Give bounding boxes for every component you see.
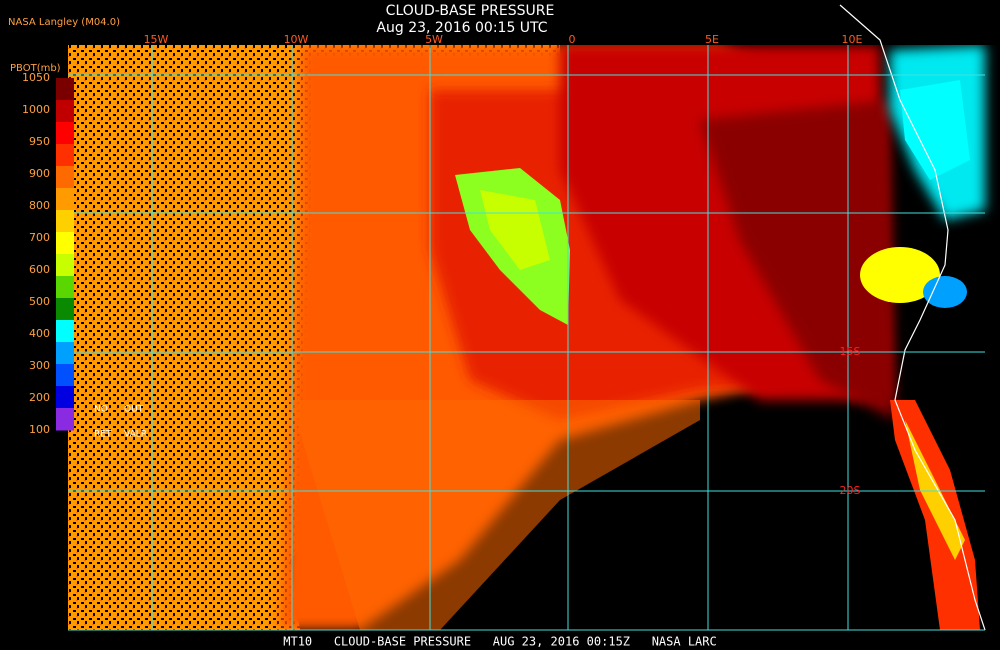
lon-label: 15W (144, 33, 169, 46)
colorbar-segment (56, 188, 74, 211)
coastline (839, 4, 986, 631)
colorbar: 1050 1000 950 900 800 700 600 500 400 300 200 100 (22, 71, 74, 436)
colorbar-segment (56, 320, 74, 343)
lat-label: 15S (840, 345, 861, 358)
out-label: OUT (124, 405, 144, 415)
lon-label: 5E (705, 33, 719, 46)
colorbar-tick-label: 500 (29, 295, 50, 308)
colorbar-segment (56, 100, 74, 123)
colorbar-segment (56, 386, 74, 409)
colorbar-segment (56, 232, 74, 255)
footer: MT10 CLOUD-BASE PRESSURE AUG 23, 2016 00… (283, 635, 716, 649)
colorbar-tick-label: 900 (29, 167, 50, 180)
colorbar-tick-label: 950 (29, 135, 50, 148)
lon-label: 0 (569, 33, 576, 46)
colorbar-tick-label: 400 (29, 327, 50, 340)
colorbar-segment (56, 364, 74, 387)
colorbar-segment (56, 254, 74, 277)
colorbar-segment (56, 144, 74, 167)
title: CLOUD-BASE PRESSURE (386, 3, 555, 19)
lon-label: 10W (284, 33, 309, 46)
credit: NASA Langley (M04.0) (8, 17, 120, 28)
colorbar-label: PBOT(mb) (10, 63, 61, 74)
colorbar-segment (56, 276, 74, 299)
colorbar-segment (56, 210, 74, 233)
ret-label: RET (94, 430, 112, 440)
colorbar-segment (56, 298, 74, 321)
colorbar-segment (56, 342, 74, 365)
lat-lon-grid: 15W 10W 5W 0 5E 10E 15S 20S (68, 33, 985, 631)
colorbar-segment (56, 408, 74, 431)
colorbar-tick-label: 1000 (22, 103, 50, 116)
colorbar-tick-label: 1050 (22, 71, 50, 84)
colorbar-tick-label: 300 (29, 359, 50, 372)
colorbar-tick-label: 700 (29, 231, 50, 244)
colorbar-tick-label: 100 (29, 423, 50, 436)
colorbar-segment (56, 166, 74, 189)
lon-label: 5W (425, 33, 443, 46)
colorbar-tick-label: 600 (29, 263, 50, 276)
subtitle: Aug 23, 2016 00:15 UTC (376, 20, 547, 36)
colorbar-tick-label: 200 (29, 391, 50, 404)
lat-label: 20S (840, 484, 861, 497)
colorbar-segment (56, 78, 74, 101)
lon-label: 10E (842, 33, 863, 46)
colorbar-segment (56, 122, 74, 145)
colorbar-tick-label: 800 (29, 199, 50, 212)
valr-label: VALR (124, 430, 147, 440)
no-label: NO (94, 405, 108, 415)
